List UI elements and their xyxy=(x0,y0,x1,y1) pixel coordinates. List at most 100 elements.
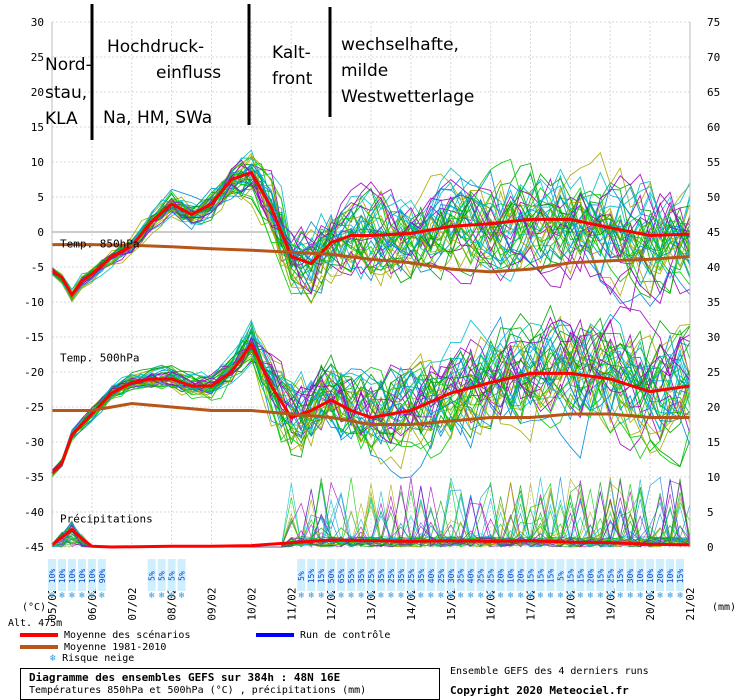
annotations: Nord-stau, KLA Hochdruck-einfluss Na, HM, S… xyxy=(45,4,474,140)
snow-cell xyxy=(307,559,316,591)
ensemble-member-850 xyxy=(51,164,691,301)
snow-percent: 15% xyxy=(616,569,625,584)
snow-percent: 5% xyxy=(168,571,177,581)
snow-cell xyxy=(556,559,565,591)
snowflake-icon: ❄ xyxy=(398,591,404,601)
snow-percent: 15% xyxy=(596,569,605,584)
snow-cell xyxy=(586,559,595,591)
snowflake-icon: ❄ xyxy=(438,591,444,601)
snow-percent: 10% xyxy=(48,569,57,584)
snowflake-icon: ❄ xyxy=(548,591,554,601)
y-left-tick-label: -35 xyxy=(24,471,44,484)
y-right-tick-label: 70 xyxy=(707,51,720,64)
snowflake-icon: ❄ xyxy=(428,591,434,601)
snowflake-icon: ❄ xyxy=(358,591,364,601)
snow-percent: 25% xyxy=(407,569,416,584)
snowflake-icon: ❄ xyxy=(568,591,574,601)
snowflake-icon: ❄ xyxy=(458,591,464,601)
snow-cell xyxy=(426,559,435,591)
ensemble-member-500 xyxy=(51,316,691,471)
snow-cell xyxy=(416,559,425,591)
snow-percent: 40% xyxy=(467,569,476,584)
legend-mean-swatch xyxy=(20,633,58,637)
snow-percent: 10% xyxy=(666,569,675,584)
annotation-text: Kalt- xyxy=(272,43,311,63)
x-tick-label: 09/02 xyxy=(206,587,219,620)
snowflake-icon: ❄ xyxy=(99,591,105,601)
series-line xyxy=(52,243,691,274)
legend-snow-label: Risque neige xyxy=(62,653,135,664)
snowflake-icon: ❄ xyxy=(179,591,185,601)
x-tick-label: 12/02 xyxy=(325,587,338,620)
x-tick-label: 10/02 xyxy=(245,587,258,620)
snow-cell xyxy=(626,559,635,591)
snowflake-icon: ❄ xyxy=(169,591,175,601)
snow-percent: 65% xyxy=(337,569,346,584)
snow-cell xyxy=(376,559,385,591)
snow-percent: 15% xyxy=(576,569,585,584)
ensemble-member-500 xyxy=(51,312,691,474)
ensemble-member-500 xyxy=(51,319,691,473)
snow-cell xyxy=(357,559,366,591)
ensemble-member-850 xyxy=(51,168,691,291)
snow-percent: 35% xyxy=(397,569,406,584)
series-line xyxy=(52,401,690,426)
legend-control-swatch xyxy=(256,633,294,637)
y-right-tick-label: 45 xyxy=(707,226,720,239)
snowflake-icon: ❄ xyxy=(468,591,474,601)
snow-percent: 15% xyxy=(566,569,575,584)
snow-cell xyxy=(576,559,585,591)
snow-percent: 35% xyxy=(377,569,386,584)
x-tick-label: 08/02 xyxy=(166,587,179,620)
x-tick-label: 17/02 xyxy=(525,587,538,620)
snowflake-icon: ❄ xyxy=(318,591,324,601)
annotation-text: milde xyxy=(341,61,388,81)
y-left-tick-label: 15 xyxy=(31,121,44,134)
ensemble-member-500 xyxy=(51,324,691,471)
snowflake-icon: ❄ xyxy=(618,591,624,601)
y-right-tick-label: 60 xyxy=(707,121,720,134)
legend-climate: Moyenne 1981-2010 xyxy=(20,642,166,653)
annotation-text: KLA xyxy=(45,109,78,129)
snow-risk-strip: 10%❄10%❄10%❄10%❄10%❄90%❄5%❄5%❄5%❄5%❄5%❄1… xyxy=(48,559,685,601)
snow-cell xyxy=(506,559,515,591)
panel-label: Précipitations xyxy=(60,513,153,526)
series-line xyxy=(51,170,691,298)
snowflake-icon: ❄ xyxy=(50,653,57,664)
snow-percent: 55% xyxy=(347,569,356,584)
y-right-tick-label: 25 xyxy=(707,366,720,379)
snow-percent: 20% xyxy=(586,569,595,584)
snowflake-icon: ❄ xyxy=(578,591,584,601)
snowflake-icon: ❄ xyxy=(49,591,55,601)
ensemble-member-850 xyxy=(51,187,691,297)
snow-cell xyxy=(97,559,106,591)
snow-cell xyxy=(317,559,326,591)
snowflake-icon: ❄ xyxy=(378,591,384,601)
legend-control: Run de contrôle xyxy=(256,630,390,641)
snow-cell xyxy=(77,559,86,591)
y-right-tick-label: 30 xyxy=(707,331,720,344)
snow-percent: 5% xyxy=(556,571,565,581)
snowflake-icon: ❄ xyxy=(558,591,564,601)
x-tick-label: 14/02 xyxy=(405,587,418,620)
snow-percent: 15% xyxy=(536,569,545,584)
snow-cell xyxy=(516,559,525,591)
annotation-text: stau, xyxy=(45,83,87,103)
snow-cell xyxy=(297,559,306,591)
snow-cell xyxy=(526,559,535,591)
ensemble-member-500 xyxy=(51,315,691,473)
snowflake-icon: ❄ xyxy=(149,591,155,601)
snow-percent: 30% xyxy=(626,569,635,584)
snow-cell xyxy=(646,559,655,591)
snow-cell xyxy=(596,559,605,591)
y-left-tick-label: 0 xyxy=(37,226,44,239)
snowflake-icon: ❄ xyxy=(69,591,75,601)
panel-label: Temp. 500hPa xyxy=(60,352,139,365)
source-note: Ensemble GEFS des 4 derniers runs xyxy=(450,666,649,677)
x-tick-label: 05/02 xyxy=(46,587,59,620)
snowflake-icon: ❄ xyxy=(508,591,514,601)
snow-percent: 25% xyxy=(457,569,466,584)
annotation-text: wechselhafte, xyxy=(341,35,459,55)
series-line xyxy=(51,527,691,549)
